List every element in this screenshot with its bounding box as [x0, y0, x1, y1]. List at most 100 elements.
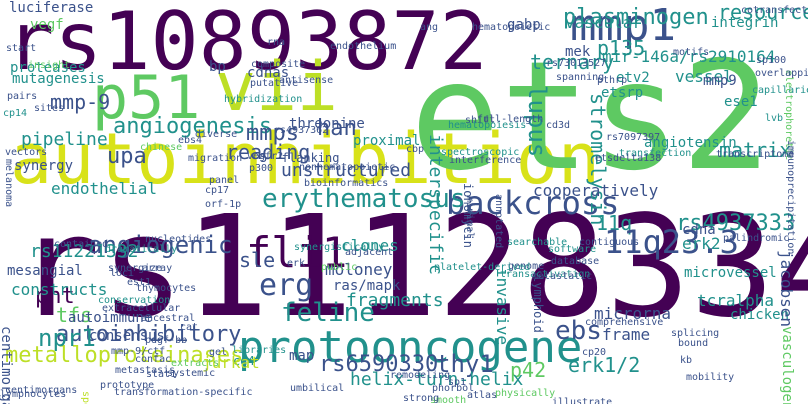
word: pdgf-bb [145, 335, 188, 346]
word: sle [239, 248, 276, 272]
word: palindromic [723, 233, 790, 244]
word: hematopoiesis [448, 120, 527, 131]
word: vessel [675, 67, 733, 86]
word: protooncogene [238, 322, 583, 373]
word: mir-146a/rs2910164 [602, 47, 776, 66]
word: lymphoid [531, 275, 545, 333]
word: synergistically [294, 242, 385, 253]
word: rs4937333 [676, 211, 796, 236]
word: rs7097397 [606, 132, 661, 143]
word: minimal [464, 196, 475, 239]
word: libraries [232, 345, 287, 356]
word: etsrp [601, 85, 644, 101]
word: transfection [619, 148, 692, 159]
word: database [551, 256, 600, 267]
word: tcralpha [697, 291, 775, 310]
word: cp17 [205, 185, 230, 196]
word: rs73013527 [546, 58, 607, 69]
word: remodeling [390, 370, 451, 381]
word: transformation-specific [114, 387, 253, 398]
word: erk [287, 258, 306, 269]
word: confac [135, 354, 172, 365]
word: centimorgans [5, 385, 78, 396]
word: vasculogenesis [779, 326, 795, 404]
word: plasminogen [563, 5, 709, 30]
word: autoinhibitory [56, 322, 242, 347]
word: migration [188, 153, 243, 164]
word: bp [209, 59, 226, 75]
word: cp20 [582, 347, 607, 358]
word: rs6590330 [319, 352, 439, 377]
word: microrna [594, 304, 672, 323]
word: fragments [346, 290, 444, 311]
word: chicken [730, 307, 790, 323]
word: p42 [510, 358, 547, 382]
word: nucleotides [145, 234, 212, 245]
word: transcriptome [716, 149, 795, 160]
word: mmp9 [703, 73, 737, 89]
word: backcross [446, 184, 620, 222]
word: annotated [493, 194, 504, 249]
word: transactivation [500, 269, 591, 280]
word: frame [602, 325, 651, 344]
word: autoinhibition [10, 118, 601, 200]
word: software [548, 244, 597, 255]
word: phorbol [432, 383, 475, 394]
word: 11q [596, 211, 633, 235]
word: capillaries [752, 85, 808, 96]
word: physically [495, 388, 556, 399]
word: cbp [406, 144, 425, 155]
word: extracts [171, 358, 220, 369]
word: specific [80, 391, 91, 404]
word: genome [508, 261, 545, 272]
word: putative [250, 78, 299, 89]
word: ets2 [410, 30, 772, 204]
word: cd3d [546, 120, 571, 131]
word: erk1/2 [568, 353, 641, 377]
word: contained [54, 239, 109, 250]
word: interference [449, 155, 522, 166]
word: strong [403, 393, 440, 404]
word: gabp [507, 17, 541, 33]
word: ang [420, 22, 439, 33]
word: endothelium [330, 41, 397, 52]
word: mmp1 [570, 0, 676, 51]
word: rs11221332 [30, 241, 139, 262]
word: cat [180, 322, 199, 333]
word: vegf [30, 17, 64, 33]
word: contiguous [579, 237, 640, 248]
word: feline [281, 298, 375, 328]
word: consensus [89, 328, 165, 344]
word: adjacent [345, 247, 394, 258]
word: etsdelta138 [595, 153, 662, 164]
word: npr1 [38, 324, 96, 352]
word: erythematosus [262, 184, 466, 214]
word: thy1 [436, 350, 494, 378]
word: cp14 [3, 108, 28, 119]
word: integrin [711, 15, 779, 31]
word: full-length [477, 114, 544, 125]
word: lymphocytes [0, 389, 67, 400]
word: p135 [597, 36, 646, 60]
word: prototype [100, 380, 155, 391]
word: extracellular [102, 303, 181, 314]
word: antisense [279, 75, 334, 86]
word: metastasis [115, 365, 176, 376]
word: cooperatively [533, 181, 659, 200]
word: tfs [56, 303, 93, 327]
word: angiogenesis [113, 114, 272, 139]
word: metalloproteinases [5, 343, 244, 368]
word: vascular [565, 13, 643, 32]
word: dramatically [105, 244, 178, 255]
word: array [142, 263, 173, 274]
word: cd4 [233, 354, 255, 368]
word: illustrate [552, 397, 613, 404]
word: angiogenic [88, 231, 233, 259]
word: helix-turn-helix [350, 369, 524, 390]
word: pipeline [21, 129, 108, 150]
word: ternary [530, 50, 615, 74]
word: start [6, 43, 37, 54]
word: erg [259, 268, 314, 303]
word: panel [209, 175, 240, 186]
word: etv2 [616, 70, 650, 86]
